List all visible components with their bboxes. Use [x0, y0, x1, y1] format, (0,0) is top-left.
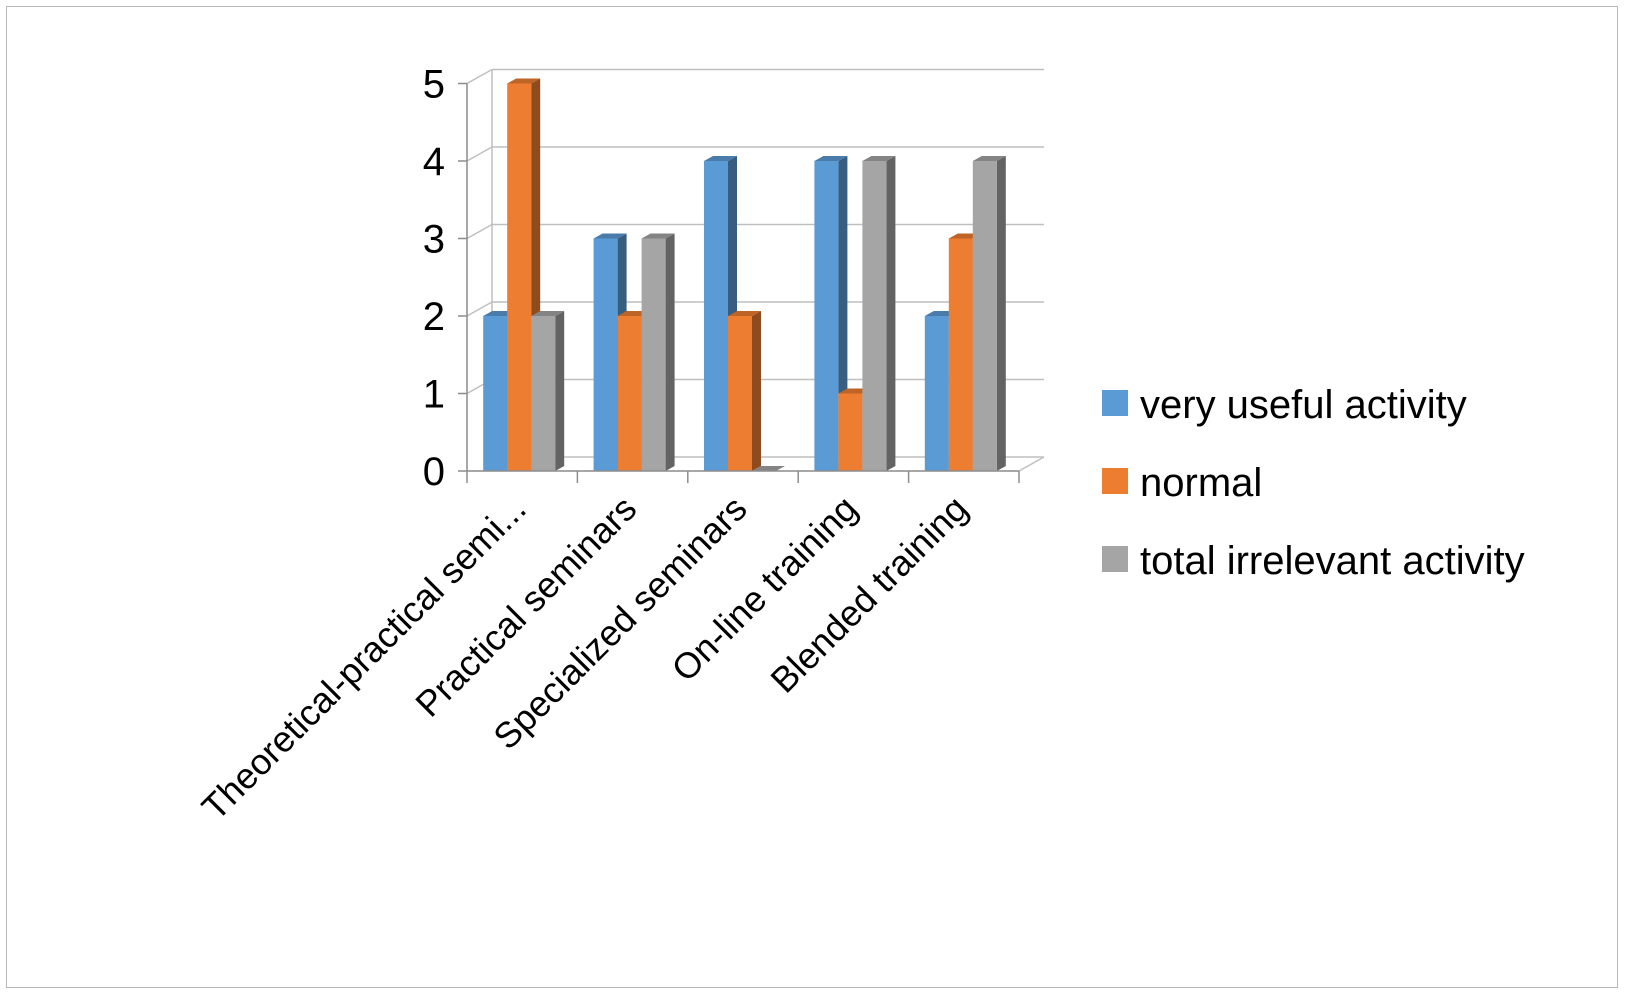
x-tick-label: Blended training: [762, 488, 975, 701]
y-tick-label: 5: [423, 63, 445, 107]
legend-label: normal: [1140, 461, 1262, 505]
gridline-side: [466, 146, 493, 162]
bar-2-3: [641, 233, 675, 471]
legend-item: total irrelevant activity: [1102, 539, 1525, 583]
legend-swatch: [1102, 546, 1128, 572]
legend-label: very useful activity: [1140, 383, 1467, 427]
bar-1-3: [531, 311, 565, 471]
bars: [483, 78, 1006, 471]
x-tick-labels: Theoretical-practical semi...Practical s…: [194, 488, 976, 828]
gridline-side: [466, 301, 493, 317]
y-tick-labels: 0 1 2 3 4 5: [423, 63, 445, 495]
axes: [458, 82, 1020, 483]
gridline-side: [466, 68, 493, 85]
y-tick-label: 4: [423, 140, 445, 184]
floor-right-edge: [1018, 456, 1045, 472]
gridline-side: [466, 223, 493, 240]
legend: very useful activity normal total irreleva…: [1102, 383, 1525, 583]
legend-swatch: [1102, 468, 1128, 494]
x-tick-label: On-line training: [663, 488, 865, 690]
legend-item: very useful activity: [1102, 383, 1467, 427]
bar-3-3: [752, 466, 785, 471]
chart-frame: [6, 6, 1618, 988]
bar-3-2: [728, 311, 761, 471]
bar-5-3: [972, 156, 1006, 471]
y-tick-label: 2: [423, 295, 445, 339]
bar-4-3: [862, 156, 896, 471]
y-tick-label: 0: [423, 450, 445, 494]
y-tick-label: 1: [423, 373, 445, 417]
y-tick-label: 3: [423, 218, 445, 262]
legend-item: normal: [1102, 461, 1262, 505]
legend-swatch: [1102, 390, 1128, 416]
legend-label: total irrelevant activity: [1140, 539, 1525, 583]
